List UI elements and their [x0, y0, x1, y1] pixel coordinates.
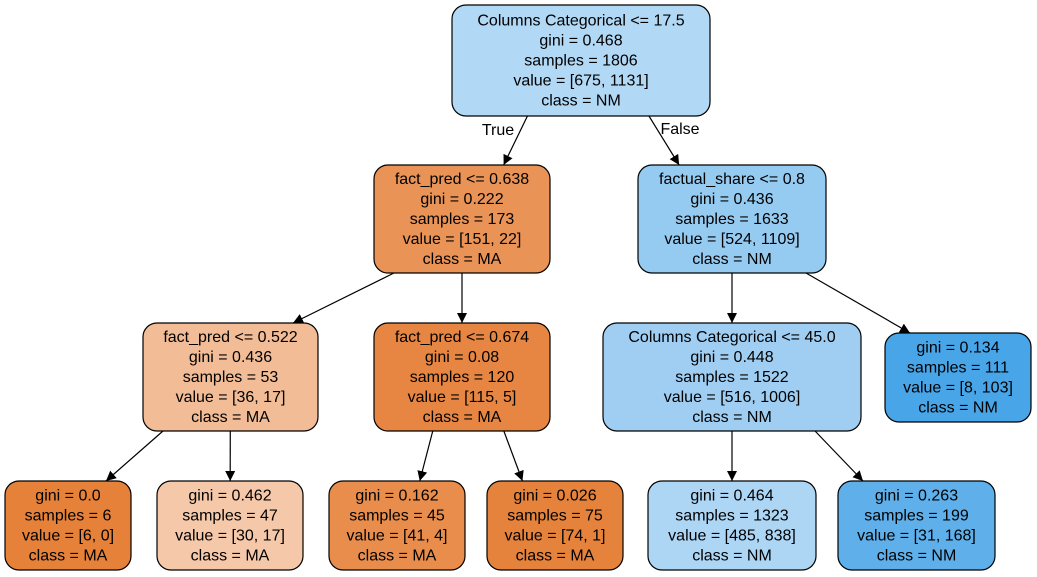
node-text-line: class = NM	[877, 548, 957, 565]
tree-node-n7: gini = 0.0 samples = 6 value = [6, 0] class…	[4, 480, 132, 571]
node-text-line: value = [6, 0]	[22, 528, 114, 545]
edge-label-false: False	[660, 121, 699, 138]
tree-node-n11: gini = 0.464 samples = 1323 value = [485, …	[647, 480, 817, 571]
node-text-line: class = MA	[423, 409, 502, 426]
node-box	[328, 480, 466, 571]
node-text-line: class = MA	[358, 548, 437, 565]
tree-node-n8: gini = 0.462 samples = 47 value = [30, 17]…	[156, 480, 304, 571]
node-text-line: gini = 0.08	[425, 349, 499, 366]
edge-n4-n9	[417, 430, 434, 482]
nodes-layer: Columns Categorical <= 17.5 gini = 0.468 s…	[4, 4, 1032, 571]
edge-n1-n3	[292, 272, 395, 324]
node-box	[373, 322, 551, 432]
edge-label-true: True	[482, 122, 514, 139]
node-box	[4, 480, 132, 571]
node-text-line: samples = 1806	[524, 53, 638, 70]
node-text-line: value = [485, 838]	[668, 528, 796, 545]
node-text-line: class = MA	[191, 548, 270, 565]
node-text-line: value = [41, 4]	[347, 528, 448, 545]
edge-n3-n7	[105, 430, 164, 482]
node-text-line: gini = 0.0	[35, 488, 100, 505]
node-text-line: samples = 53	[183, 369, 279, 386]
node-box	[156, 480, 304, 571]
node-text-line: class = NM	[692, 548, 772, 565]
node-text-line: samples = 111	[907, 360, 1009, 377]
node-text-line: value = [151, 22]	[403, 231, 522, 248]
node-box	[837, 480, 996, 571]
node-text-line: class = NM	[918, 400, 998, 417]
tree-node-n10: gini = 0.026 samples = 75 value = [74, 1] c…	[486, 480, 624, 571]
node-box	[647, 480, 817, 571]
tree-node-n3: fact_pred <= 0.522 gini = 0.436 samples = …	[142, 322, 319, 432]
node-text-line: gini = 0.222	[420, 191, 503, 208]
node-text-line: class = NM	[692, 251, 772, 268]
node-box	[451, 4, 711, 117]
node-text-line: fact_pred <= 0.674	[395, 329, 529, 346]
node-text-line: gini = 0.436	[189, 349, 272, 366]
tree-node-n6: gini = 0.134 samples = 111 value = [8, 103…	[884, 332, 1032, 423]
node-text-line: gini = 0.464	[690, 488, 773, 505]
node-text-line: gini = 0.448	[690, 349, 773, 366]
tree-node-n0: Columns Categorical <= 17.5 gini = 0.468 s…	[451, 4, 711, 117]
node-text-line: gini = 0.263	[875, 488, 958, 505]
edge-n5-n12	[814, 430, 864, 482]
tree-node-n2: factual_share <= 0.8 gini = 0.436 samples …	[637, 164, 827, 274]
node-text-line: class = MA	[423, 251, 502, 268]
node-text-line: value = [115, 5]	[408, 389, 517, 406]
node-text-line: samples = 120	[410, 369, 515, 386]
node-text-line: samples = 1633	[675, 211, 789, 228]
node-text-line: value = [516, 1006]	[664, 389, 801, 406]
node-text-line: Columns Categorical <= 45.0	[628, 329, 835, 346]
node-box	[602, 322, 862, 432]
node-text-line: class = NM	[692, 409, 772, 426]
edges-layer: True False	[105, 115, 911, 482]
node-text-line: fact_pred <= 0.522	[163, 329, 297, 346]
node-text-line: fact_pred <= 0.638	[395, 171, 529, 188]
edge-n0-n2	[648, 115, 680, 166]
node-text-line: factual_share <= 0.8	[659, 171, 805, 188]
node-text-line: samples = 1522	[675, 369, 789, 386]
node-text-line: class = MA	[191, 409, 270, 426]
node-text-line: value = [8, 103]	[903, 380, 1013, 397]
node-text-line: value = [74, 1]	[505, 528, 606, 545]
tree-node-n9: gini = 0.162 samples = 45 value = [41, 4] c…	[328, 480, 466, 571]
node-box	[884, 332, 1032, 423]
node-text-line: gini = 0.134	[916, 340, 999, 357]
node-box	[373, 164, 551, 274]
node-box	[637, 164, 827, 274]
tree-node-n12: gini = 0.263 samples = 199 value = [31, 16…	[837, 480, 996, 571]
node-text-line: value = [31, 168]	[857, 528, 976, 545]
node-text-line: value = [675, 1131]	[513, 73, 648, 90]
tree-node-n1: fact_pred <= 0.638 gini = 0.222 samples = …	[373, 164, 551, 274]
node-text-line: samples = 1323	[675, 508, 789, 525]
node-text-line: class = NM	[541, 93, 621, 110]
node-text-line: gini = 0.462	[188, 488, 271, 505]
node-text-line: value = [524, 1109]	[664, 231, 799, 248]
node-text-line: Columns Categorical <= 17.5	[477, 13, 684, 30]
node-text-line: samples = 173	[410, 211, 515, 228]
node-text-line: value = [30, 17]	[175, 528, 285, 545]
node-text-line: value = [36, 17]	[176, 389, 286, 406]
tree-node-n5: Columns Categorical <= 45.0 gini = 0.448 s…	[602, 322, 862, 432]
tree-node-n4: fact_pred <= 0.674 gini = 0.08 samples = 1…	[373, 322, 551, 432]
node-text-line: samples = 47	[182, 508, 278, 525]
node-text-line: gini = 0.026	[513, 488, 596, 505]
node-text-line: gini = 0.468	[539, 33, 622, 50]
node-box	[142, 322, 319, 432]
node-text-line: class = MA	[29, 548, 108, 565]
node-text-line: samples = 199	[864, 508, 969, 525]
edge-n4-n10	[503, 430, 524, 482]
node-text-line: samples = 75	[507, 508, 603, 525]
node-text-line: samples = 45	[349, 508, 445, 525]
node-text-line: gini = 0.162	[355, 488, 438, 505]
node-text-line: gini = 0.436	[690, 191, 773, 208]
node-box	[486, 480, 624, 571]
edge-n2-n6	[805, 272, 911, 334]
node-text-line: samples = 6	[25, 508, 112, 525]
edge-n0-n1	[503, 115, 528, 166]
node-text-line: class = MA	[516, 548, 595, 565]
